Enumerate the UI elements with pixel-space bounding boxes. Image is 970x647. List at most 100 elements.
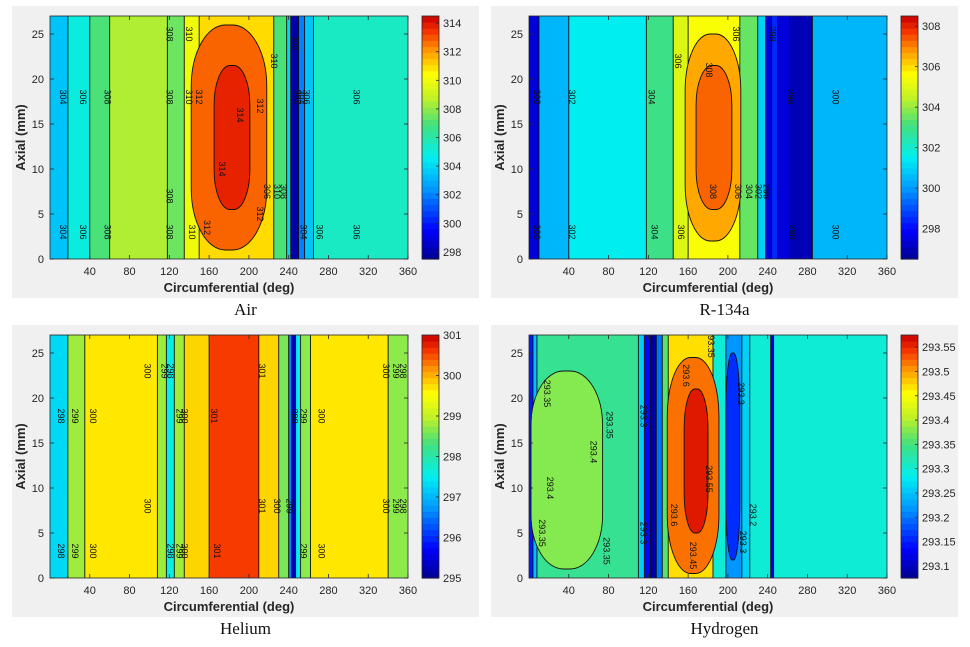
contour-label: 306	[351, 224, 361, 239]
colorbar-segment	[422, 46, 439, 54]
colorbar-frame	[900, 334, 919, 579]
contour-label: 312	[202, 220, 212, 235]
contour-label: 306	[733, 184, 743, 199]
contour-label: 300	[381, 498, 391, 513]
colorbar-segment	[422, 371, 439, 379]
x-tick-label: 360	[399, 266, 417, 278]
colorbar-segment	[901, 204, 918, 211]
colorbar-segment	[901, 377, 918, 385]
contour-label: 293.2	[748, 504, 758, 527]
colorbar-segment	[901, 347, 918, 354]
colorbar-tick-label: 293.25	[922, 488, 956, 500]
contour-label: 308	[103, 89, 113, 104]
colorbar-segment	[422, 353, 439, 360]
x-tick-label: 40	[84, 266, 96, 278]
colorbar-tick-label: 304	[922, 102, 940, 114]
colorbar-segment	[901, 234, 918, 242]
x-tick-label: 120	[639, 585, 657, 597]
colorbar-segment	[422, 113, 439, 120]
contour-label: 301	[209, 408, 219, 423]
colorbar-segment	[901, 94, 918, 102]
colorbar-segment	[901, 426, 918, 433]
colorbar-tick-label: 308	[922, 21, 940, 33]
contour-region	[695, 65, 733, 210]
contour-label: 293.35	[542, 380, 552, 408]
colorbar-segment	[901, 474, 918, 482]
colorbar-tick-label: 293.5	[922, 366, 950, 378]
contour-label: 304	[299, 224, 309, 239]
x-tick-label: 200	[719, 266, 737, 278]
contour-band	[812, 16, 887, 259]
contour-label: 300	[830, 89, 840, 104]
contour-band	[741, 335, 751, 578]
x-tick-label: 360	[878, 585, 896, 597]
contour-label: 302	[293, 89, 303, 104]
contour-band	[650, 335, 657, 578]
contour-label: 299	[299, 408, 309, 423]
colorbar-segment	[422, 377, 439, 385]
colorbar-tick-label: 304	[443, 161, 461, 173]
contour-band	[273, 16, 288, 259]
contour-label: 293.35	[706, 330, 716, 358]
contour-label: 299	[174, 543, 184, 558]
y-tick-label: 25	[511, 348, 523, 360]
colorbar-segment	[422, 499, 439, 506]
colorbar-segment	[422, 486, 439, 494]
chart-panel-r134a: 300 302 300 302 304 304 306 306 308 308 306 306 304 3…	[491, 6, 958, 298]
contour-label: 298	[56, 543, 66, 558]
colorbar-segment	[422, 444, 439, 452]
colorbar-segment	[422, 186, 439, 193]
contour-label: 298	[768, 26, 778, 41]
contour-label: 299	[391, 363, 401, 378]
contour-band	[174, 335, 185, 578]
contour-label: 300	[179, 543, 189, 558]
colorbar-segment	[422, 341, 439, 348]
x-tick-label: 80	[602, 585, 614, 597]
contour-label: 310	[269, 53, 279, 68]
colorbar-segment	[901, 131, 918, 139]
chart-panel-air: 304 306 308 304 306 308 308 308 308 308 310 310 310 3…	[12, 6, 479, 298]
x-tick-label: 160	[679, 585, 697, 597]
colorbar-segment	[901, 535, 918, 543]
colorbar-segment	[422, 234, 439, 242]
y-tick-label: 15	[511, 119, 523, 131]
colorbar-segment	[422, 492, 439, 500]
contour-band	[765, 16, 773, 259]
y-tick-label: 0	[38, 573, 44, 585]
plot-area: 293.35293.4293.35293.4293.35293.35293.32…	[529, 330, 887, 578]
colorbar-tick-label: 314	[443, 18, 461, 30]
contour-band	[789, 16, 814, 259]
contour-label: 306	[78, 224, 88, 239]
y-axis-label: Axial (mm)	[492, 104, 507, 170]
x-tick-label: 240	[758, 266, 776, 278]
colorbar-segment	[901, 113, 918, 120]
colorbar-tick-label: 293.15	[922, 537, 956, 549]
contour-label: 308	[704, 62, 714, 77]
colorbar-segment	[422, 462, 439, 470]
colorbar-segment	[422, 82, 439, 90]
colorbar-segment	[422, 58, 439, 66]
contour-label: 293.3	[638, 405, 648, 428]
x-tick-label: 360	[878, 266, 896, 278]
colorbar-segment	[422, 155, 439, 163]
contour-band	[258, 335, 280, 578]
contour-band	[109, 16, 168, 259]
colorbar-segment	[901, 107, 918, 114]
colorbar-segment	[901, 137, 918, 145]
colorbar-segment	[901, 432, 918, 439]
y-tick-label: 10	[32, 164, 44, 176]
colorbar-segment	[901, 517, 918, 524]
x-axis-label: Circumferential (deg)	[643, 599, 774, 614]
colorbar-segment	[901, 198, 918, 205]
x-tick-label: 40	[563, 585, 575, 597]
contour-band	[662, 335, 669, 578]
colorbar-segment	[422, 204, 439, 211]
contour-label: 300	[317, 543, 327, 558]
x-tick-label: 360	[399, 585, 417, 597]
contour-band	[157, 335, 167, 578]
x-tick-label: 120	[639, 266, 657, 278]
x-tick-label: 200	[240, 585, 258, 597]
